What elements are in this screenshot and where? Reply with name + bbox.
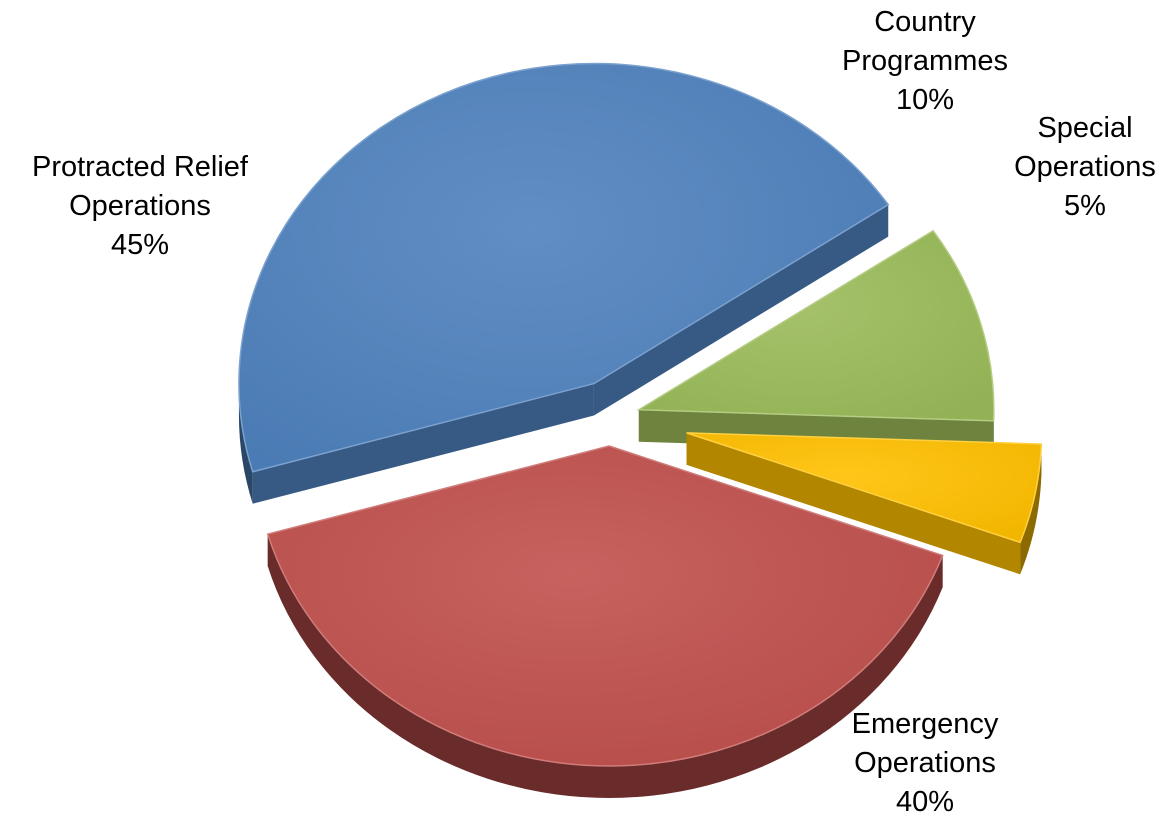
slice-label-emergency-operations: Emergency Operations 40% xyxy=(851,708,999,818)
slice-label-country-programmes: Country Programmes 10% xyxy=(842,6,1008,116)
pie-tops xyxy=(238,62,1043,767)
slice-wall-protracted-relief-operations-1 xyxy=(593,204,889,416)
slice-label-special-operations: Special Operations 5% xyxy=(1014,112,1156,222)
slice-emergency-operations xyxy=(266,445,944,767)
slice-rim-protracted-relief-operations-0 xyxy=(238,383,253,504)
slice-wall-protracted-relief-operations-0 xyxy=(252,383,594,504)
slice-special-operations xyxy=(686,432,1043,544)
slice-rim-emergency-operations-0 xyxy=(267,534,943,798)
slice-label-protracted-relief-operations: Protracted Relief Operations 45% xyxy=(32,151,248,261)
slice-wall-special-operations-1 xyxy=(686,432,1021,575)
slice-country-programmes xyxy=(636,229,995,422)
slice-rim-special-operations-1 xyxy=(1020,444,1042,575)
slice-protracted-relief-operations xyxy=(238,62,890,473)
